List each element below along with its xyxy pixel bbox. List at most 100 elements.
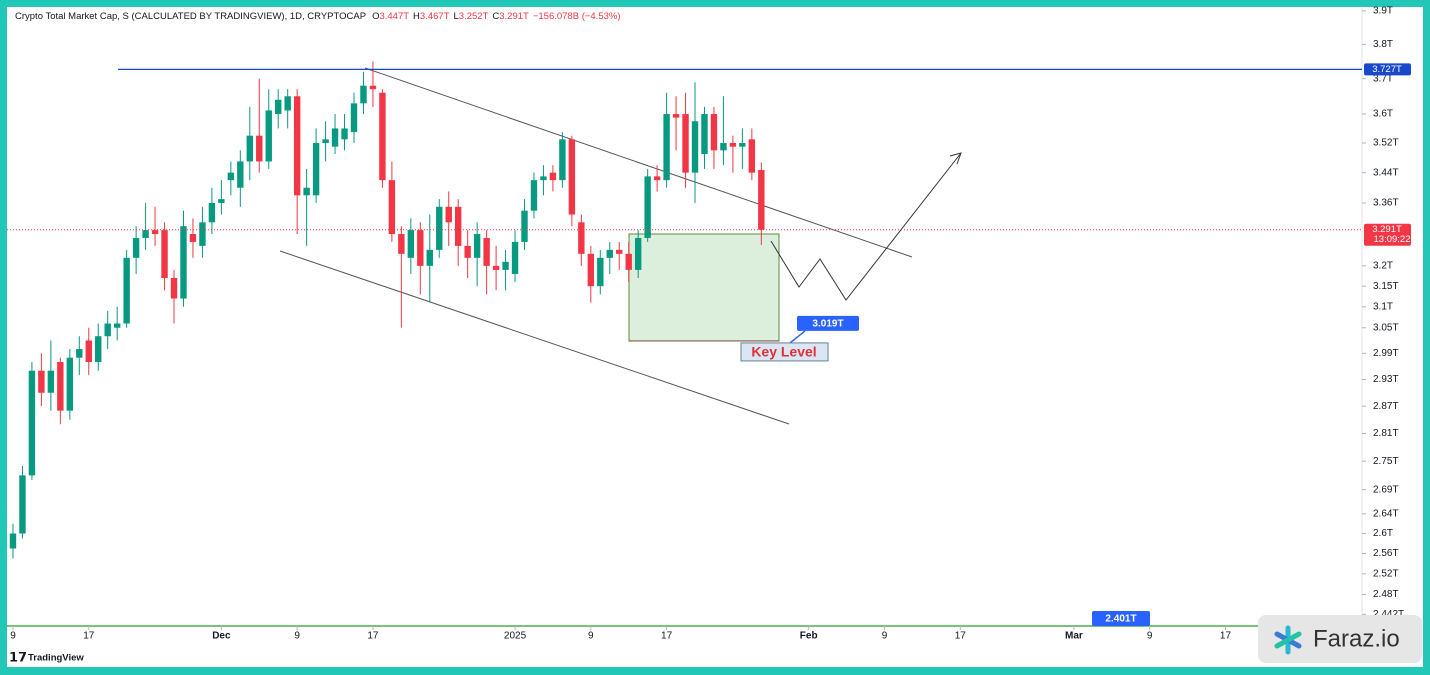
projection-path xyxy=(770,152,962,301)
candle-body xyxy=(246,135,253,162)
candle-body xyxy=(634,237,642,270)
candle-body xyxy=(549,172,557,181)
candle-body xyxy=(66,357,74,411)
candle-body xyxy=(275,99,282,115)
candle-body xyxy=(625,253,632,270)
candle-body xyxy=(161,230,168,279)
watermark-logo xyxy=(1274,625,1302,655)
candle-body xyxy=(454,206,462,246)
candle-body xyxy=(142,230,149,238)
candle-body xyxy=(237,161,244,188)
candle-body xyxy=(322,139,329,144)
x-tick-label: Mar xyxy=(1065,631,1083,642)
candle-body xyxy=(720,143,727,151)
legend-title: Crypto Total Market Cap, S (CALCULATED B… xyxy=(15,11,366,22)
price-label-box xyxy=(1364,223,1411,246)
candle-body xyxy=(312,143,320,196)
candle-body xyxy=(492,265,500,270)
x-tick-label: 17 xyxy=(367,631,379,642)
price-countdown: 13:09:22 xyxy=(1374,234,1411,245)
legend-value: 3.291T xyxy=(499,11,529,22)
candle-body xyxy=(9,533,17,549)
candle-body xyxy=(530,180,538,211)
y-tick-label: 3.2T xyxy=(1373,261,1393,272)
y-tick-label: 3.52T xyxy=(1373,138,1399,149)
candle-body xyxy=(293,96,301,196)
candle-body xyxy=(47,370,55,393)
x-tick-label: 9 xyxy=(10,631,16,642)
candle-body xyxy=(265,110,272,162)
candle-body xyxy=(653,176,661,181)
y-tick-label: 2.6T xyxy=(1373,528,1393,539)
y-tick-label: 3.1T xyxy=(1373,301,1393,312)
candle-body xyxy=(19,475,26,534)
y-tick-label: 3.36T xyxy=(1373,198,1399,209)
candle-body xyxy=(407,230,415,258)
y-tick-label: 2.99T xyxy=(1373,348,1399,359)
legend-value: 3.467T xyxy=(420,11,450,22)
candle-body xyxy=(284,96,291,111)
candle-body xyxy=(644,176,651,238)
legend-value: 3.252T xyxy=(459,11,489,22)
annotation-box xyxy=(1092,611,1150,626)
annotation-label: 2.401T xyxy=(1105,614,1136,625)
y-tick-label: 3.44T xyxy=(1373,167,1399,178)
channel-lower xyxy=(279,250,790,425)
candle-body xyxy=(436,206,443,250)
y-tick-label: 2.69T xyxy=(1373,484,1399,495)
watermark-text: Faraz.io xyxy=(1313,625,1400,652)
y-tick-label: 2.75T xyxy=(1373,456,1399,467)
candle-body xyxy=(360,85,367,104)
x-tick-label: Feb xyxy=(800,631,818,642)
x-tick-label: 17 xyxy=(1220,631,1232,642)
x-tick-label: 17 xyxy=(661,631,673,642)
key-zone xyxy=(628,233,780,342)
candle-body xyxy=(350,103,358,133)
x-tick-label: 9 xyxy=(882,631,888,642)
legend-label: C xyxy=(492,11,499,22)
projection-arrowhead xyxy=(949,152,962,165)
candle-body xyxy=(748,139,756,173)
candle-body xyxy=(151,230,159,235)
candle-body xyxy=(123,257,130,324)
candle-body xyxy=(398,234,405,254)
grid: 3.9T 3.8T 3.7T 3.6T 3.52T 3.44T 3.36T 3.2T 3.15T… xyxy=(10,6,1404,642)
legend-label: L xyxy=(454,11,459,22)
candle-body xyxy=(379,92,386,181)
candle-body xyxy=(189,234,197,242)
candle-body xyxy=(417,230,424,266)
key-level-box xyxy=(797,315,859,331)
y-tick-label: 2.56T xyxy=(1373,548,1399,559)
candle-body xyxy=(521,210,528,242)
candle-body xyxy=(388,180,396,235)
candle-body xyxy=(104,323,111,337)
y-tick-label: 2.52T xyxy=(1373,568,1399,579)
legend: Crypto Total Market Cap, S (CALCULATED B… xyxy=(15,11,621,22)
candle-body xyxy=(578,222,585,254)
candle-body xyxy=(606,249,613,258)
candle-body xyxy=(227,172,235,181)
y-tick-label: 2.442T xyxy=(1373,609,1404,620)
legend-label: H xyxy=(413,11,420,22)
candle-body xyxy=(502,261,509,270)
candle-body xyxy=(76,349,83,358)
candle-body xyxy=(132,237,140,258)
candle-body xyxy=(331,128,339,147)
candle-body xyxy=(38,370,45,393)
candle-body xyxy=(710,114,718,151)
price-label: 3.727T xyxy=(1372,64,1402,75)
brand-logo: 𝟭𝟳 xyxy=(9,649,27,664)
y-tick-label: 2.81T xyxy=(1373,428,1399,439)
candle-body xyxy=(701,114,708,155)
price-label-box xyxy=(1364,63,1411,76)
candle-body xyxy=(369,85,377,90)
candle-body xyxy=(729,143,737,147)
key-level-label: 3.019T xyxy=(812,319,843,330)
candle-body xyxy=(445,206,452,223)
candle-body xyxy=(28,370,36,476)
price-label: 3.291T xyxy=(1372,224,1402,235)
candle-body xyxy=(540,176,547,181)
candle-body xyxy=(95,336,102,363)
y-tick-label: 3.6T xyxy=(1373,109,1393,120)
